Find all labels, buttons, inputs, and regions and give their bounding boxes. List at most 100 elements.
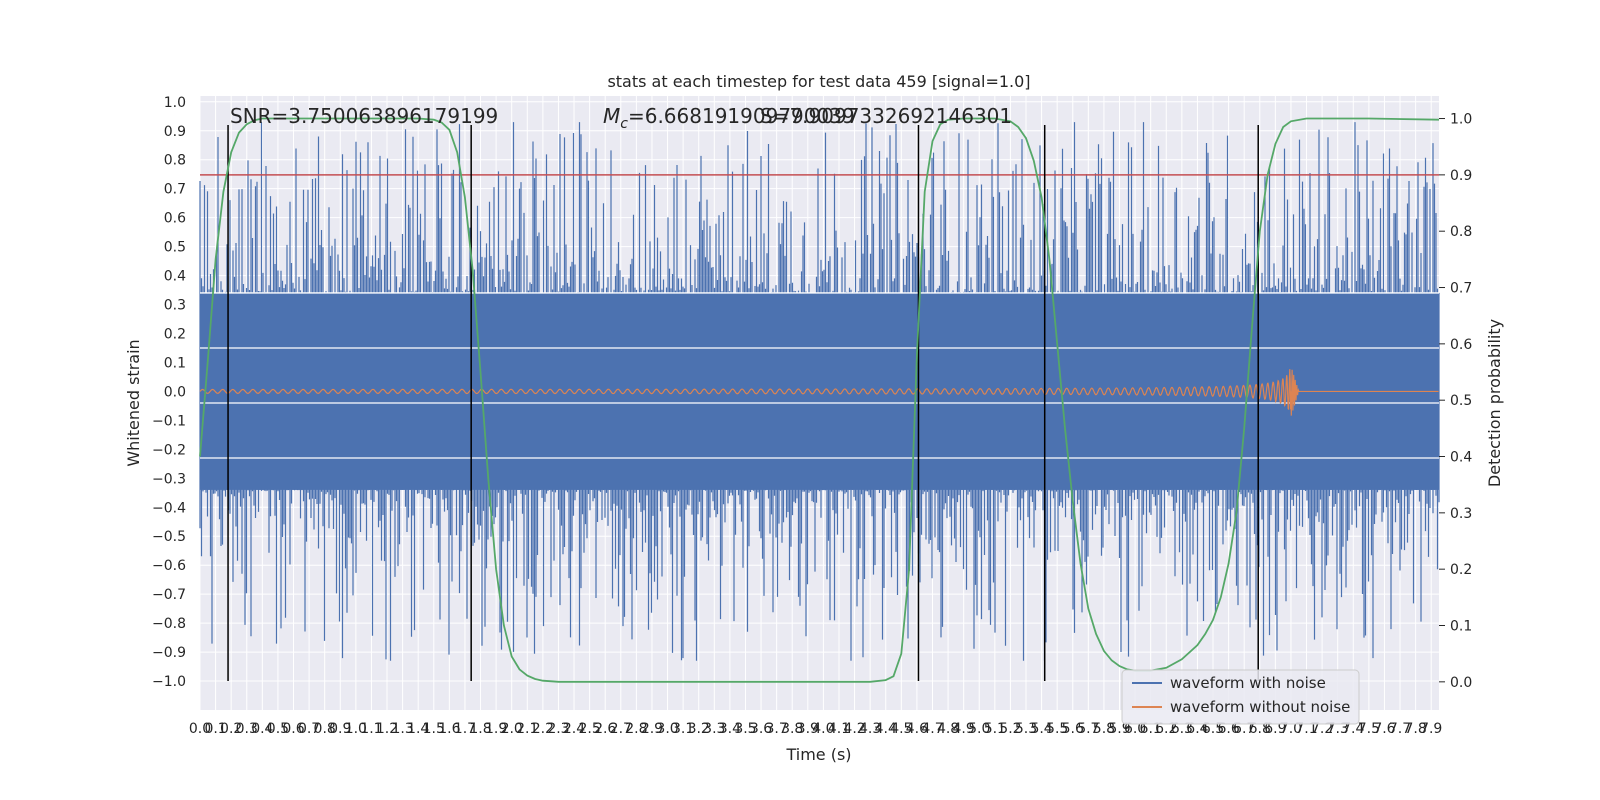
x-tick-label: 2.7 (610, 721, 632, 737)
y2-tick-label: 0.8 (1450, 224, 1472, 240)
detection-probability-series (199, 117, 1440, 683)
x-tick-label: 2.2 (532, 721, 554, 737)
y-tick-label: 0.0 (164, 384, 186, 400)
y-tick-label: −0.1 (152, 413, 186, 429)
legend-label-noise: waveform with noise (1170, 674, 1326, 692)
legend-box (1121, 669, 1360, 725)
x-tick-label: 5.0 (968, 721, 990, 737)
y-tick-label: −0.5 (152, 529, 186, 545)
y2-tick-label: 0.7 (1450, 281, 1472, 297)
x-tick-label: 3.8 (781, 721, 803, 737)
legend: waveform with noise waveform without noi… (1121, 669, 1360, 725)
x-tick-label: 1.2 (376, 721, 398, 737)
x-tick-label: 2.0 (501, 721, 523, 737)
x-tick-label: 1.5 (423, 721, 445, 737)
x-tick-label: 5.8 (1093, 721, 1115, 737)
x-tick-label: 1.6 (438, 721, 460, 737)
y2-tick-label: 0.2 (1450, 562, 1472, 578)
x-tick-label: 5.6 (1062, 721, 1084, 737)
x-tick-label: 4.2 (843, 721, 865, 737)
y2-axis-label: Detection probability (1485, 319, 1504, 487)
y-tick-label: −0.6 (152, 558, 186, 574)
x-tick-label: 5.4 (1030, 721, 1052, 737)
x-tick-label: 2.4 (563, 721, 585, 737)
y2-tick-label: 1.0 (1450, 112, 1472, 128)
third-annotation: S=7.9097332692146301 (760, 104, 1012, 128)
x-tick-label: 2.9 (641, 721, 663, 737)
x-tick-label: 2.5 (578, 721, 600, 737)
x-tick-label: 1.1 (360, 721, 382, 737)
x-tick-label: 6.3 (1171, 721, 1193, 737)
y-tick-label: −1.0 (152, 674, 186, 690)
y-tick-label: −0.8 (152, 616, 186, 632)
x-tick-label: 0.5 (267, 721, 289, 737)
x-tick-label: 3.1 (672, 721, 694, 737)
snr-annotation: SNR=3.750063896179199 (230, 104, 498, 128)
x-tick-label: 3.3 (703, 721, 725, 737)
x-tick-label: 5.2 (999, 721, 1021, 737)
x-tick-label: 3.2 (688, 721, 710, 737)
x-tick-label: 1.3 (391, 721, 413, 737)
x-tick-label: 7.3 (1327, 721, 1349, 737)
y2-tick-label: 0.1 (1450, 619, 1472, 635)
y-tick-label: −0.3 (152, 471, 186, 487)
x-tick-label: 3.0 (656, 721, 678, 737)
x-tick-label: 7.6 (1373, 721, 1395, 737)
y-tick-label: 0.7 (164, 182, 186, 198)
x-tick-label: 1.9 (485, 721, 507, 737)
x-tick-label: 5.7 (1077, 721, 1099, 737)
waveform-without-noise-series (199, 369, 1439, 416)
y-tick-label: 0.6 (164, 211, 186, 227)
x-axis-label: Time (s) (785, 745, 851, 764)
x-tick-label: 3.4 (719, 721, 741, 737)
y2-tick-label: 0.9 (1450, 168, 1472, 184)
x-tick-label: 3.5 (734, 721, 756, 737)
y-tick-label: −0.9 (152, 645, 186, 661)
y-tick-label: 0.9 (164, 124, 186, 140)
y-tick-label: 0.8 (164, 153, 186, 169)
clean-trace (199, 369, 1439, 416)
x-tick-labels: 0.00.10.20.30.40.50.60.70.80.91.01.11.21… (189, 721, 1442, 737)
x-tick-label: 4.5 (890, 721, 912, 737)
x-tick-label: 7.2 (1311, 721, 1333, 737)
x-tick-label: 2.1 (516, 721, 538, 737)
x-tick-label: 5.3 (1015, 721, 1037, 737)
x-tick-label: 6.1 (1140, 721, 1162, 737)
x-tick-label: 4.6 (906, 721, 928, 737)
y-tick-label: 0.5 (164, 240, 186, 256)
y-tick-label: 0.3 (164, 298, 186, 314)
x-tick-label: 0.3 (236, 721, 258, 737)
y-tick-label: 1.0 (164, 95, 186, 111)
x-tick-label: 3.7 (766, 721, 788, 737)
probability-line (199, 117, 1440, 683)
x-tick-label: 4.9 (953, 721, 975, 737)
x-tick-label: 7.0 (1280, 721, 1302, 737)
x-tick-label: 7.8 (1404, 721, 1426, 737)
x-tick-label: 0.1 (204, 721, 226, 737)
x-tick-label: 1.4 (407, 721, 429, 737)
x-tick-label: 4.7 (921, 721, 943, 737)
x-tick-label: 7.9 (1420, 721, 1442, 737)
x-tick-label: 0.4 (251, 721, 273, 737)
x-tick-label: 1.0 (345, 721, 367, 737)
x-tick-label: 1.8 (469, 721, 491, 737)
x-tick-label: 4.3 (859, 721, 881, 737)
y2-tick-label: 0.4 (1450, 450, 1472, 466)
y-tick-label: 0.1 (164, 355, 186, 371)
x-tick-label: 6.6 (1217, 721, 1239, 737)
x-tick-label: 1.7 (454, 721, 476, 737)
y-tick-label: −0.4 (152, 500, 186, 516)
x-tick-label: 7.7 (1389, 721, 1411, 737)
x-tick-label: 2.8 (625, 721, 647, 737)
x-tick-label: 6.7 (1233, 721, 1255, 737)
x-tick-label: 0.8 (314, 721, 336, 737)
y-tick-label: −0.7 (152, 587, 186, 603)
chart-title: stats at each timestep for test data 459… (607, 72, 1030, 91)
y2-tick-labels: 0.0 0.1 0.2 0.3 0.4 0.5 0.6 0.7 0.8 0.9 1.0 (1439, 112, 1472, 691)
x-tick-label: 5.9 (1108, 721, 1130, 737)
x-tick-label: 0.0 (189, 721, 211, 737)
x-tick-label: 7.5 (1358, 721, 1380, 737)
legend-label-clean: waveform without noise (1170, 698, 1350, 716)
y2-tick-label: 0.0 (1450, 675, 1472, 691)
